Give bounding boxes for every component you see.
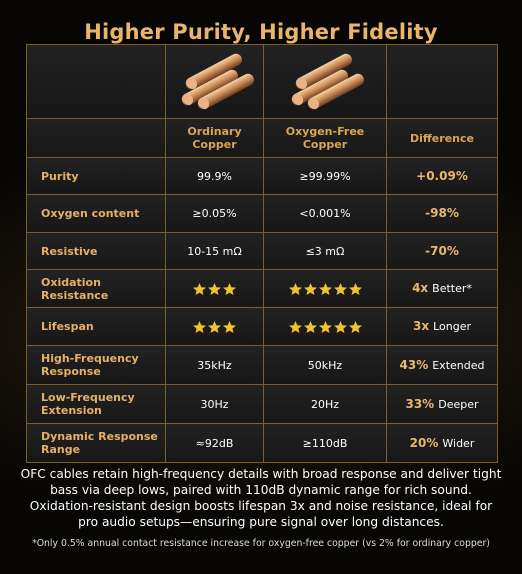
copper-rods <box>181 53 254 109</box>
row-label: Lifespan <box>27 308 165 345</box>
value-cell: 35kHz <box>166 346 263 384</box>
column-header: Ordinary Copper <box>166 119 263 157</box>
difference-cell: 33% Deeper <box>387 385 497 423</box>
star <box>318 282 332 295</box>
column-header: Oxygen-Free Copper <box>264 119 386 157</box>
row-label: Purity <box>27 158 165 194</box>
difference-highlight: 20% <box>409 435 439 450</box>
difference-highlight: 3x <box>412 319 430 333</box>
star <box>288 320 302 333</box>
star <box>208 282 221 295</box>
value-cell: 99.9% <box>166 158 263 194</box>
value-cell: 50kHz <box>264 346 386 384</box>
difference-highlight: 33% <box>405 396 435 411</box>
difference-cell: 3x Longer <box>387 308 497 345</box>
difference-cell: 43% Extended <box>387 346 497 384</box>
value-cell: 20Hz <box>264 385 386 423</box>
star <box>348 320 362 333</box>
value-cell <box>264 270 386 307</box>
row-label: Low-Frequency Extension <box>27 385 165 423</box>
column-header: Difference <box>387 119 497 157</box>
value-cell: ≥0.05% <box>166 195 263 232</box>
value-cell: ≈92dB <box>166 424 263 462</box>
difference-cell: +0.09% <box>387 158 497 194</box>
image-cell <box>387 45 497 118</box>
difference-cell: -98% <box>387 195 497 232</box>
description: OFC cables retain high-frequency details… <box>20 467 502 529</box>
value-cell: ≥99.99% <box>264 158 386 194</box>
footnote: *Only 0.5% annual contact resistance inc… <box>32 538 490 549</box>
rating <box>193 320 236 333</box>
corner-cell <box>27 45 165 118</box>
star <box>333 320 347 333</box>
rating <box>193 282 236 295</box>
comparison-table: Ordinary Copper Oxygen-Free Copper Differe… <box>26 44 498 463</box>
difference-cell: 20% Wider <box>387 424 497 462</box>
star <box>193 282 206 295</box>
value-cell: ≥110dB <box>264 424 386 462</box>
rating <box>288 282 362 295</box>
value-cell <box>264 308 386 345</box>
star <box>318 320 332 333</box>
value-cell <box>166 270 263 307</box>
star <box>193 320 206 333</box>
difference-highlight: 4x <box>412 281 429 295</box>
difference-cell: -70% <box>387 233 497 269</box>
star <box>303 320 317 333</box>
row-label: Resistive <box>27 233 165 269</box>
value-cell <box>166 308 263 345</box>
difference-text: Deeper <box>438 397 479 411</box>
star <box>348 282 362 295</box>
difference-text: Longer <box>433 320 471 333</box>
row-label: Oxygen content <box>27 195 165 232</box>
value-cell: <0.001% <box>264 195 386 232</box>
star <box>288 282 302 295</box>
star <box>223 320 236 333</box>
difference-text: Extended <box>432 358 485 372</box>
copper-rods <box>291 53 364 109</box>
value-cell: ≤3 mΩ <box>264 233 386 269</box>
star <box>208 320 221 333</box>
rating <box>288 320 362 333</box>
difference-text: Better* <box>432 282 472 295</box>
image-cell <box>166 45 263 118</box>
corner-cell <box>27 119 165 157</box>
row-label: Dynamic Response Range <box>27 424 165 462</box>
title: Higher Purity, Higher Fidelity <box>84 20 438 44</box>
image-cell <box>264 45 386 118</box>
star <box>303 282 317 295</box>
star <box>223 282 236 295</box>
difference-cell: 4x Better* <box>387 270 497 307</box>
value-cell: 30Hz <box>166 385 263 423</box>
row-label: Oxidation Resistance <box>27 270 165 307</box>
row-label: High-Frequency Response <box>27 346 165 384</box>
difference-highlight: 43% <box>399 357 429 372</box>
value-cell: 10-15 mΩ <box>166 233 263 269</box>
star <box>333 282 347 295</box>
difference-text: Wider <box>442 436 475 450</box>
